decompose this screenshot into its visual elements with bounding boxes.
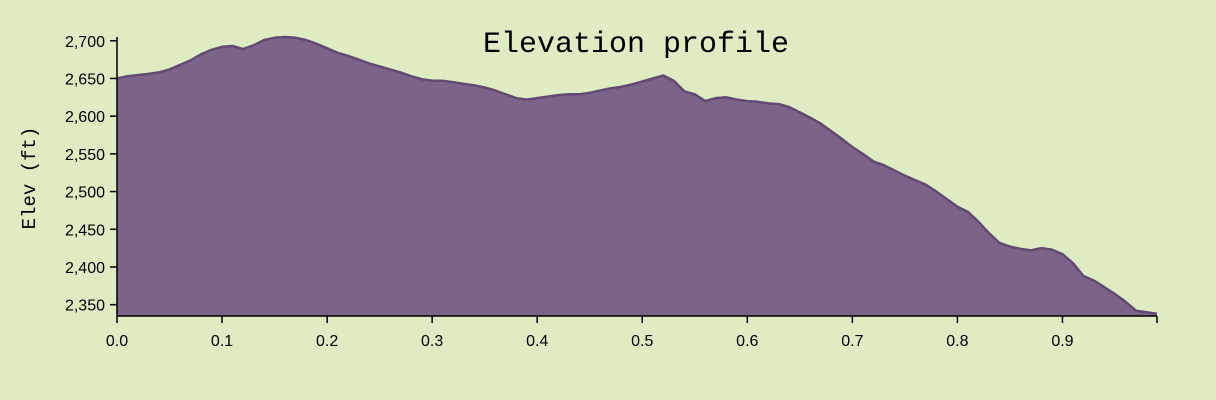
elevation-area — [117, 37, 1157, 316]
chart-title: Elevation profile — [483, 28, 789, 62]
x-tick-label: 0.3 — [421, 333, 443, 350]
y-tick-label: 2,500 — [65, 185, 105, 202]
y-tick-label: 2,450 — [65, 222, 105, 239]
x-tick-label: 0.7 — [841, 333, 863, 350]
x-tick-label: 0.9 — [1051, 333, 1073, 350]
x-tick-label: 0.5 — [631, 333, 653, 350]
x-tick-label: 0.2 — [316, 333, 338, 350]
x-tick-label: 0.4 — [526, 333, 548, 350]
y-axis-ticks: 2,350 2,400 2,450 2,500 2,550 2,600 2,650 2,700 — [65, 34, 117, 315]
y-tick-label: 2,550 — [65, 147, 105, 164]
x-axis-ticks: 0.0 0.1 0.2 0.3 0.4 0.5 0.6 0.7 0.8 0.9 — [106, 316, 1158, 350]
y-tick-label: 2,650 — [65, 71, 105, 88]
x-tick-label: 0.8 — [946, 333, 968, 350]
x-tick-label: 0.0 — [106, 333, 128, 350]
x-tick-label: 0.6 — [736, 333, 758, 350]
elevation-line — [116, 35, 1158, 315]
y-tick-label: 2,350 — [65, 298, 105, 315]
y-tick-label: 2,400 — [65, 260, 105, 277]
y-axis-label: Elev (ft) — [19, 127, 41, 230]
y-tick-label: 2,600 — [65, 109, 105, 126]
y-tick-label: 2,700 — [65, 34, 105, 51]
x-tick-label: 0.1 — [211, 333, 233, 350]
